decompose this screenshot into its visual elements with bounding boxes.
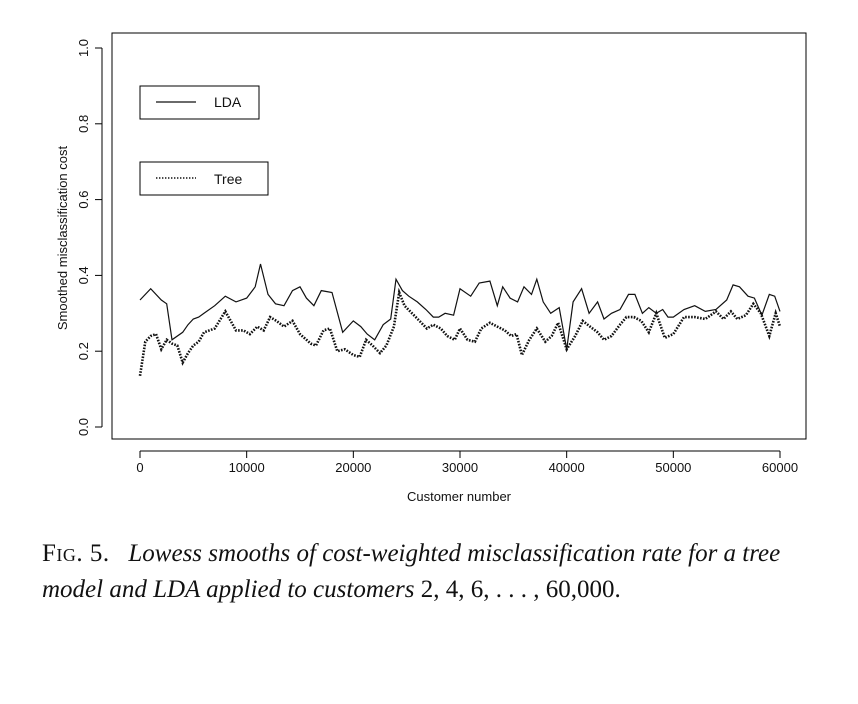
x-axis-ticks: 0 10000 20000 30000 40000 50000 60000 — [136, 451, 798, 475]
plot-frame — [111, 32, 807, 440]
chart-figure: 0 10000 20000 30000 40000 50000 60000 0.00.20.… — [55, 32, 807, 504]
x-tick-label: 50000 — [655, 460, 691, 475]
y-axis-title: Smoothed misclassification cost — [55, 145, 70, 330]
caption-tail: 2, 4, 6, . . . , 60,000. — [414, 576, 621, 603]
y-tick-label: 0.2 — [76, 342, 91, 360]
x-tick-label: 0 — [136, 460, 143, 475]
x-tick-label: 30000 — [442, 460, 478, 475]
legend-lda-label: LDA — [214, 94, 242, 110]
legend-tree-label: Tree — [214, 171, 242, 187]
y-axis-ticks: 0.0 0.2 0.4 0.6 0.8 1.0 — [76, 39, 102, 436]
legend-tree: Tree — [139, 161, 269, 196]
y-tick-label: 1.0 — [76, 39, 91, 57]
caption-fig-label: Fig. 5. — [42, 540, 110, 567]
y-tick-label: 0.8 — [76, 115, 91, 133]
y-tick-label: 0.4 — [76, 266, 91, 284]
x-tick-label: 40000 — [549, 460, 585, 475]
x-axis-title: Customer number — [407, 489, 512, 504]
y-tick-label: 0.0 — [76, 418, 91, 436]
legend-tree-box — [139, 161, 269, 196]
x-tick-label: 60000 — [762, 460, 798, 475]
legend-lda: LDA — [139, 85, 260, 120]
series-line-lda — [139, 263, 781, 350]
y-tick-label: 0.6 — [76, 191, 91, 209]
series-line-tree — [138, 287, 782, 376]
x-tick-label: 10000 — [229, 460, 265, 475]
figure-caption: Fig. 5. Lowess smooths of cost-weighted … — [42, 536, 822, 608]
caption-text: Lowess smooths of cost-weighted misclass… — [42, 540, 781, 603]
x-tick-label: 20000 — [335, 460, 371, 475]
